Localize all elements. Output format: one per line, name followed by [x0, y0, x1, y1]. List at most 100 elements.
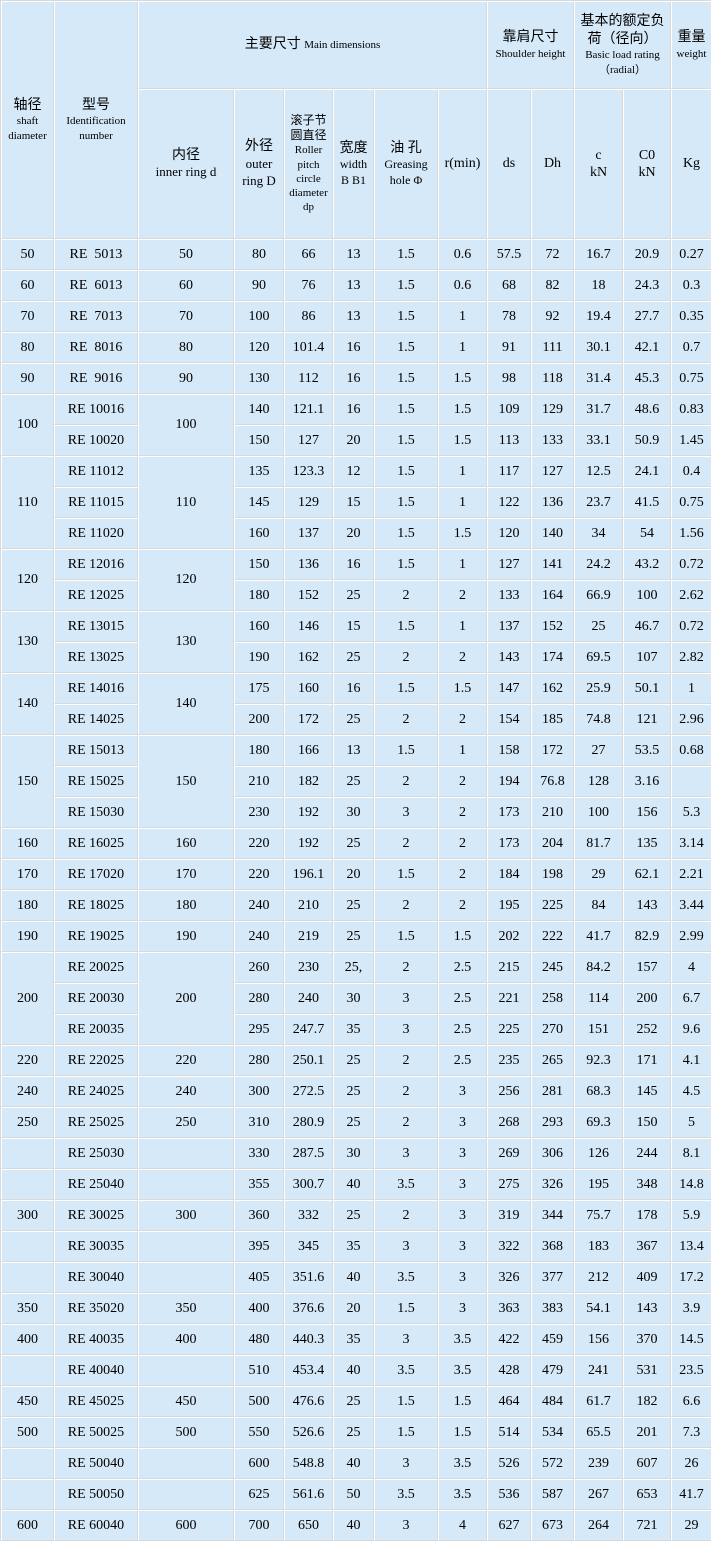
- header-hole-zh: 油 孔: [390, 140, 422, 156]
- ds-cell: 514: [487, 1417, 531, 1448]
- shaft-diameter-cell: [1, 1169, 54, 1200]
- header-inner-zh: 内径: [172, 147, 200, 163]
- r-min-cell: 3.5: [438, 1324, 487, 1355]
- shaft-diameter-cell: 300: [1, 1200, 54, 1231]
- r-min-cell: 1: [438, 611, 487, 642]
- table-row: 60 RE 6013 60 90 76 13 1.5 0.6 68 82 18 24.3 0.3: [1, 270, 711, 301]
- outer-ring-cell: 360: [234, 1200, 284, 1231]
- header-c-kn: c kN: [574, 89, 623, 239]
- r-min-cell: 1.5: [438, 518, 487, 549]
- header-pitch-en: Roller pitch circle diameter dp: [289, 144, 328, 214]
- header-c0-kn: C0 kN: [623, 89, 671, 239]
- r-min-cell: 4: [438, 1510, 487, 1541]
- pitch-diameter-cell: 526.6: [284, 1417, 333, 1448]
- pitch-diameter-cell: 166: [284, 735, 333, 766]
- greasing-hole-cell: 3: [374, 1138, 438, 1169]
- pitch-diameter-cell: 376.6: [284, 1293, 333, 1324]
- greasing-hole-cell: 2: [374, 828, 438, 859]
- header-weight-en: weight: [676, 47, 707, 60]
- outer-ring-cell: 145: [234, 487, 284, 518]
- c0-kn-cell: 156: [623, 797, 671, 828]
- header-shoulder-zh: 靠肩尺寸: [502, 30, 559, 46]
- greasing-hole-cell: 1.5: [374, 363, 438, 394]
- pitch-diameter-cell: 345: [284, 1231, 333, 1262]
- pitch-diameter-cell: 121.1: [284, 394, 333, 425]
- greasing-hole-cell: 1.5: [374, 1293, 438, 1324]
- c0-kn-cell: 348: [623, 1169, 671, 1200]
- weight-cell: 1: [671, 673, 711, 704]
- greasing-hole-cell: 1.5: [374, 673, 438, 704]
- inner-ring-cell: 120: [138, 549, 234, 611]
- table-row: 50 RE 5013 50 80 66 13 1.5 0.6 57.5 72 16.7 20.9 0.2…: [1, 239, 711, 270]
- c0-kn-cell: 607: [623, 1448, 671, 1479]
- width-cell: 40: [333, 1355, 374, 1386]
- width-cell: 25: [333, 704, 374, 735]
- greasing-hole-cell: 2: [374, 1200, 438, 1231]
- pitch-diameter-cell: 300.7: [284, 1169, 333, 1200]
- outer-ring-cell: 140: [234, 394, 284, 425]
- inner-ring-cell: [138, 1262, 234, 1293]
- ds-cell: 133: [487, 580, 531, 611]
- pitch-diameter-cell: 453.4: [284, 1355, 333, 1386]
- outer-ring-cell: 100: [234, 301, 284, 332]
- outer-ring-cell: 310: [234, 1107, 284, 1138]
- shaft-diameter-cell: 80: [1, 332, 54, 363]
- model-cell: RE 14016: [54, 673, 138, 704]
- inner-ring-cell: 110: [138, 456, 234, 549]
- pitch-diameter-cell: 548.8: [284, 1448, 333, 1479]
- table-row: 180 RE 18025 180 240 210 25 2 2 195 225 84 143 3.44: [1, 890, 711, 921]
- c0-kn-cell: 50.9: [623, 425, 671, 456]
- inner-ring-cell: 350: [138, 1293, 234, 1324]
- header-ds: ds: [487, 89, 531, 239]
- pitch-diameter-cell: 66: [284, 239, 333, 270]
- c0-kn-cell: 41.5: [623, 487, 671, 518]
- header-outer-ring: 外径 outer ring D: [234, 89, 284, 239]
- r-min-cell: 2: [438, 859, 487, 890]
- outer-ring-cell: 80: [234, 239, 284, 270]
- c-kn-cell: 25.9: [574, 673, 623, 704]
- c0-kn-cell: 143: [623, 1293, 671, 1324]
- model-cell: RE 17020: [54, 859, 138, 890]
- pitch-diameter-cell: 146: [284, 611, 333, 642]
- table-row: 80 RE 8016 80 120 101.4 16 1.5 1 91 111 30.1 42.1 0.…: [1, 332, 711, 363]
- c-kn-cell: 16.7: [574, 239, 623, 270]
- pitch-diameter-cell: 196.1: [284, 859, 333, 890]
- shaft-diameter-cell: 400: [1, 1324, 54, 1355]
- model-cell: RE 12016: [54, 549, 138, 580]
- r-min-cell: 1.5: [438, 1417, 487, 1448]
- outer-ring-cell: 135: [234, 456, 284, 487]
- dh-cell: 265: [531, 1045, 574, 1076]
- outer-ring-cell: 295: [234, 1014, 284, 1045]
- table-row: RE 30035 395 345 35 3 3 322 368 183 367 13.4: [1, 1231, 711, 1262]
- r-min-cell: 3: [438, 1293, 487, 1324]
- inner-ring-cell: [138, 1138, 234, 1169]
- greasing-hole-cell: 1.5: [374, 735, 438, 766]
- r-min-cell: 2: [438, 797, 487, 828]
- pitch-diameter-cell: 440.3: [284, 1324, 333, 1355]
- header-shaft-en: shaft diameter: [8, 115, 47, 142]
- table-row: 150 RE 15013 150 180 166 13 1.5 1 158 172 27 53.5 0.…: [1, 735, 711, 828]
- outer-ring-cell: 130: [234, 363, 284, 394]
- c0-kn-cell: 42.1: [623, 332, 671, 363]
- pitch-diameter-cell: 192: [284, 797, 333, 828]
- table-row: 200 RE 20025 200 260 230 25, 2 2.5 215 245 84.2 157…: [1, 952, 711, 1045]
- dh-cell: 164: [531, 580, 574, 611]
- shaft-diameter-cell: 600: [1, 1510, 54, 1541]
- pitch-diameter-cell: 561.6: [284, 1479, 333, 1510]
- r-min-cell: 2: [438, 828, 487, 859]
- r-min-cell: 3.5: [438, 1479, 487, 1510]
- shaft-diameter-cell: 70: [1, 301, 54, 332]
- greasing-hole-cell: 3.5: [374, 1355, 438, 1386]
- width-cell: 16: [333, 332, 374, 363]
- outer-ring-cell: 160: [234, 518, 284, 549]
- header-weight: 重量 weight: [671, 1, 711, 89]
- width-cell: 35: [333, 1231, 374, 1262]
- inner-ring-cell: 60: [138, 270, 234, 301]
- header-width: 宽度 width B B1: [333, 89, 374, 239]
- ds-cell: 275: [487, 1169, 531, 1200]
- table-row: RE 20035 295 247.7 35 3 2.5 225 270 151 252 9.6: [1, 1014, 711, 1045]
- dh-cell: 174: [531, 642, 574, 673]
- c-kn-cell: 68.3: [574, 1076, 623, 1107]
- r-min-cell: 2.5: [438, 1045, 487, 1076]
- width-cell: 13: [333, 270, 374, 301]
